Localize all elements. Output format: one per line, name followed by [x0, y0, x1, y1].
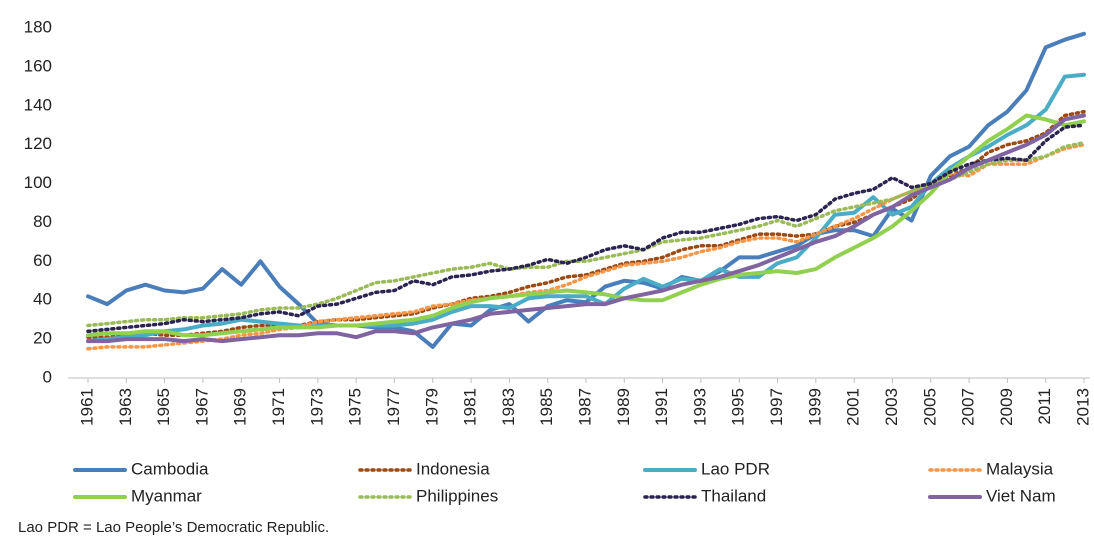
- y-tick-label: 120: [24, 134, 52, 153]
- x-tick-label: 1981: [461, 388, 480, 426]
- legend-label: Thailand: [701, 486, 766, 505]
- y-tick-label: 60: [33, 251, 52, 270]
- x-tick-label: 1979: [422, 388, 441, 426]
- x-tick-label: 2011: [1035, 388, 1054, 425]
- legend-label: Lao PDR: [701, 459, 770, 478]
- x-tick-label: 1989: [614, 388, 633, 426]
- note: Lao PDR = Lao People’s Democratic Republ…: [18, 519, 329, 536]
- y-tick-label: 0: [43, 367, 52, 386]
- x-tick-label: 1973: [307, 388, 326, 426]
- x-tick-label: 2005: [920, 388, 939, 426]
- x-tick-label: 1995: [729, 388, 748, 426]
- series-line: [86, 113, 1086, 338]
- legend-label: Malaysia: [986, 459, 1054, 478]
- legend-label: Philippines: [416, 486, 498, 505]
- series-line: [86, 123, 1086, 334]
- y-tick-label: 100: [24, 173, 52, 192]
- legend-label: Myanmar: [131, 486, 202, 505]
- x-tick-label: 1977: [384, 388, 403, 426]
- x-tick-label: 2013: [1073, 388, 1092, 426]
- x-tick-label: 1963: [116, 388, 135, 426]
- x-tick-label: 1987: [575, 388, 594, 426]
- x-tick-label: 1993: [690, 388, 709, 426]
- y-tick-label: 40: [33, 290, 52, 309]
- x-tick-label: 2001: [844, 388, 863, 426]
- x-tick-label: 1961: [77, 388, 96, 426]
- x-tick-label: 2003: [882, 388, 901, 426]
- legend-label: Cambodia: [131, 459, 209, 478]
- legend-label: Indonesia: [416, 459, 490, 478]
- series-line: [86, 113, 1086, 344]
- x-tick-label: 1975: [346, 388, 365, 426]
- x-tick-label: 1971: [269, 388, 288, 426]
- y-tick-label: 140: [24, 95, 52, 114]
- x-tick-label: 2007: [959, 388, 978, 426]
- x-tick-label: 1999: [805, 388, 824, 426]
- y-tick-label: 80: [33, 212, 52, 231]
- x-tick-label: 1991: [652, 388, 671, 426]
- x-tick-label: 2009: [997, 388, 1016, 426]
- x-tick-label: 1985: [537, 388, 556, 426]
- x-tick-label: 1969: [231, 388, 250, 426]
- series-line: [86, 140, 1086, 328]
- x-tick-label: 1997: [767, 388, 786, 426]
- legend-label: Viet Nam: [986, 486, 1056, 505]
- y-tick-label: 160: [24, 56, 52, 75]
- y-tick-label: 20: [33, 329, 52, 348]
- x-tick-label: 1965: [154, 388, 173, 426]
- x-tick-label: 1967: [192, 388, 211, 426]
- series-line: [86, 72, 1086, 344]
- x-tick-label: 1983: [499, 388, 518, 426]
- y-tick-label: 180: [24, 17, 52, 36]
